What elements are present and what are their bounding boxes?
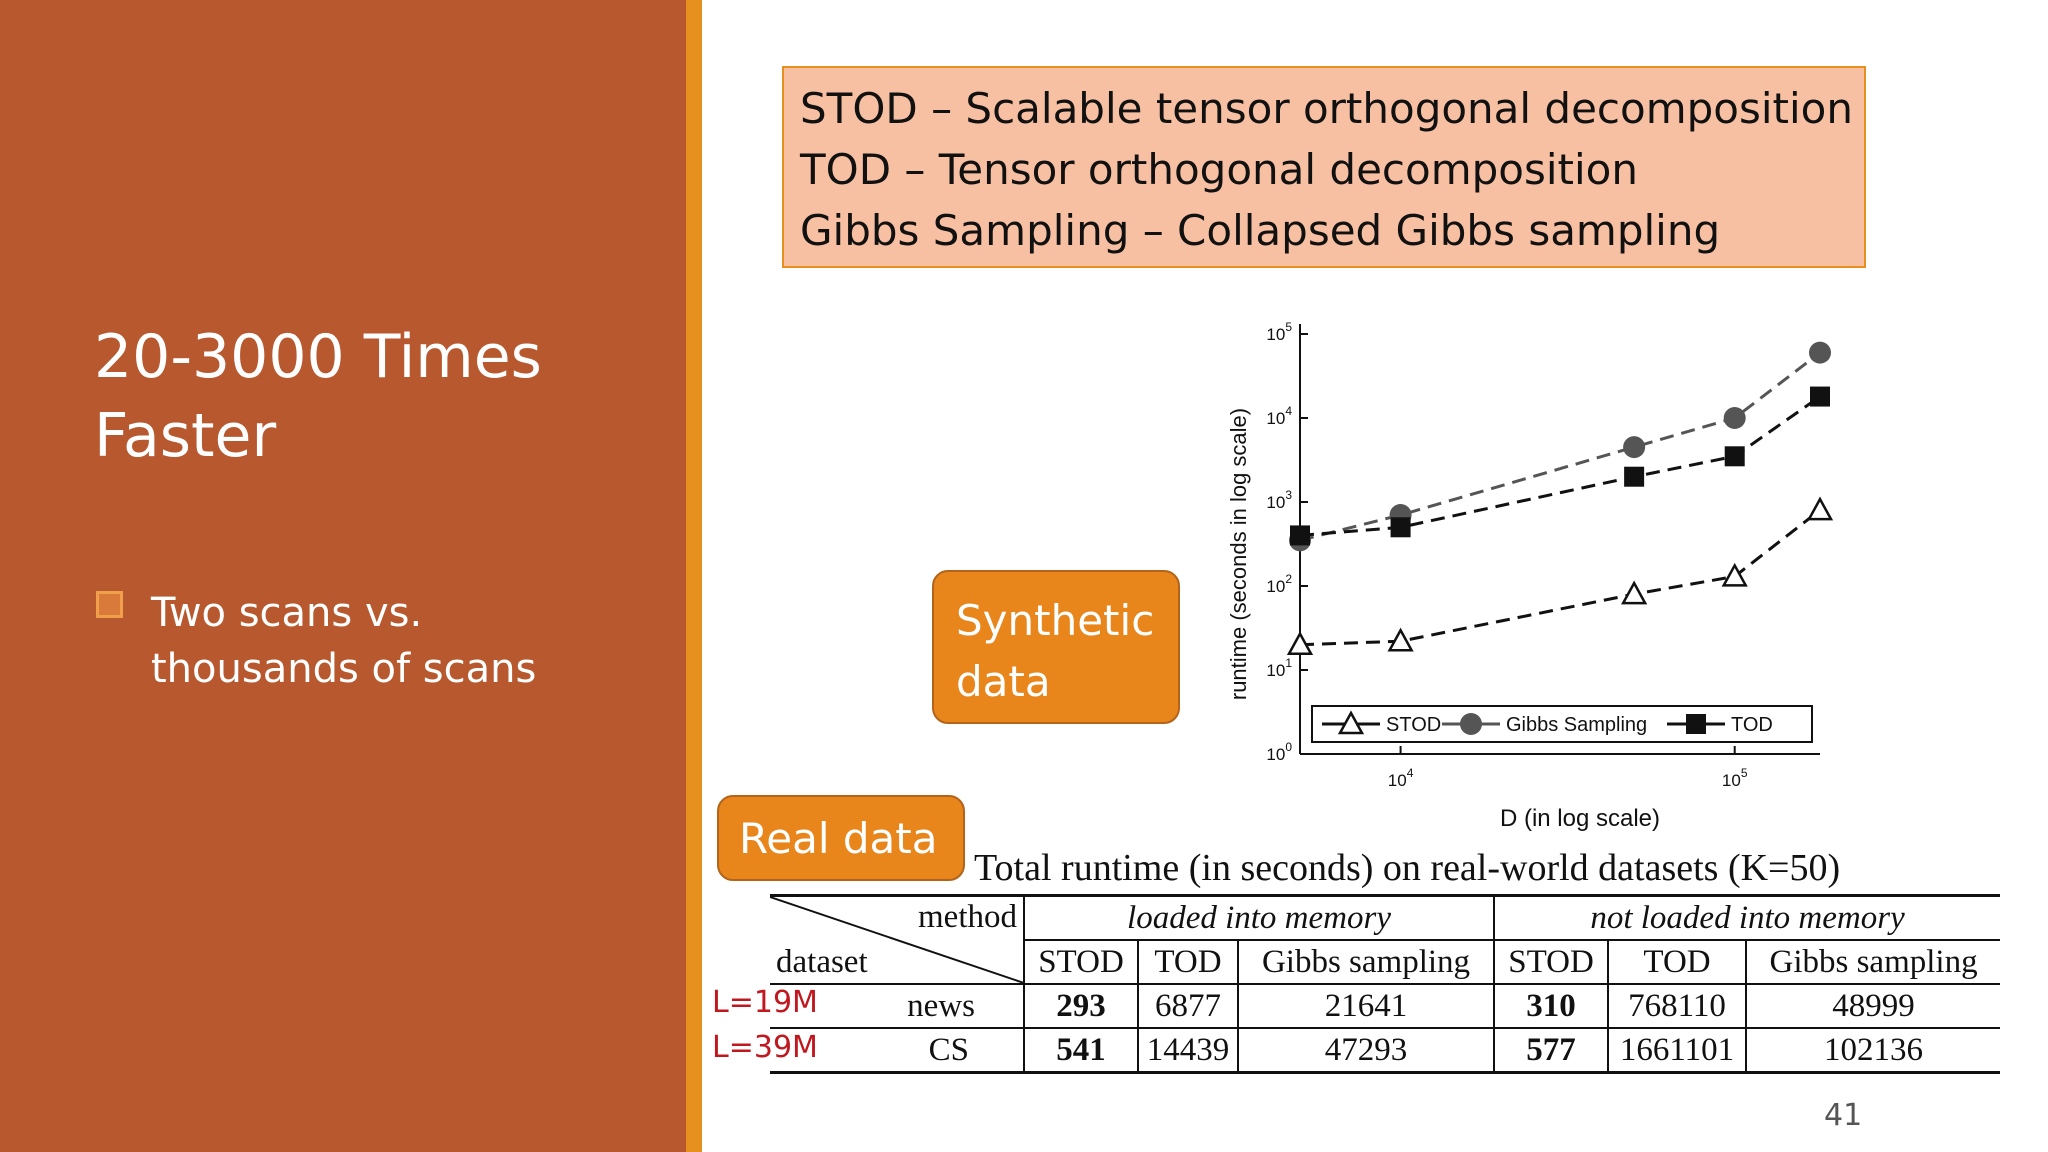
- value-cell: 6877: [1137, 984, 1238, 1028]
- table-corner-cell: method dataset: [770, 894, 1024, 985]
- slide-title: 20-3000 Times Faster: [94, 318, 654, 476]
- definitions-box: STOD – Scalable tensor orthogonal decomp…: [782, 66, 1866, 268]
- legend-box: [1311, 705, 1813, 743]
- data-point-gibbs-sampling: [1809, 341, 1831, 364]
- left-panel: [0, 0, 686, 1152]
- table-row: CS 541 14439 47293 577 1661101 102136: [770, 1028, 2001, 1074]
- value-cell: 310: [1493, 984, 1609, 1028]
- corner-dataset-label: dataset: [776, 944, 868, 980]
- synthetic-data-callout: Synthetic data: [932, 570, 1180, 724]
- diagonal-line: [770, 897, 1024, 983]
- definition-tod: TOD – Tensor orthogonal decomposition: [800, 145, 1638, 194]
- data-point-stod: [1806, 496, 1834, 521]
- legend-label: Gibbs Sampling: [1506, 714, 1647, 736]
- x-tick-label: 105: [1722, 766, 1748, 790]
- y-tick-label: 104: [1266, 404, 1292, 428]
- value-cell: 577: [1493, 1028, 1609, 1074]
- table-header-columns: STOD TOD Gibbs sampling STOD TOD Gibbs s…: [770, 940, 2001, 985]
- x-tick-label: 104: [1388, 766, 1414, 790]
- table-row: news 293 6877 21641 310 768110 48999: [770, 984, 2001, 1028]
- side-label-cs: L=39M: [712, 1030, 818, 1065]
- col-header: STOD: [1023, 940, 1138, 985]
- legend-label: STOD: [1386, 714, 1441, 736]
- synthetic-callout-line2: data: [956, 657, 1051, 706]
- dataset-cell: CS: [770, 1028, 1024, 1074]
- side-label-news: L=19M: [712, 985, 818, 1020]
- data-point-stod: [1621, 580, 1648, 605]
- real-data-callout: Real data: [717, 795, 965, 881]
- legend-marker: [1337, 710, 1365, 735]
- group-not-loaded-header: not loaded into memory: [1493, 894, 2001, 941]
- value-cell: 541: [1023, 1028, 1138, 1074]
- group-loaded-header: loaded into memory: [1022, 894, 1495, 941]
- results-table: method dataset loaded into memory not lo…: [770, 894, 2001, 1074]
- data-point-stod: [1286, 631, 1314, 655]
- bullet-line1: Two scans vs.: [151, 590, 423, 636]
- col-header: Gibbs sampling: [1745, 940, 2001, 985]
- data-point-stod: [1721, 562, 1748, 587]
- table-caption: Total runtime (in seconds) on real-world…: [974, 847, 1841, 889]
- slide-title-line2: Faster: [94, 401, 277, 471]
- data-point-tod: [1290, 525, 1310, 546]
- y-axis-label: runtime (seconds in log scale): [1226, 408, 1251, 700]
- page-number: 41: [1824, 1098, 1863, 1133]
- data-point-tod: [1390, 517, 1411, 538]
- value-cell: 21641: [1236, 984, 1495, 1028]
- value-cell: 102136: [1745, 1028, 2001, 1074]
- definition-stod: STOD – Scalable tensor orthogonal decomp…: [800, 84, 1853, 133]
- accent-stripe: [686, 0, 702, 1152]
- legend-label: TOD: [1731, 714, 1773, 736]
- value-cell: 48999: [1745, 984, 2001, 1028]
- runtime-chart: 100 101 102 103 104 105 104 105 D (in log scale)…: [1226, 320, 1834, 832]
- data-point-gibbs-sampling: [1723, 407, 1746, 429]
- square-bullet-icon: [96, 591, 123, 618]
- table-header-groups: method dataset loaded into memory not lo…: [770, 894, 2001, 985]
- corner-method-label: method: [918, 899, 1017, 935]
- value-cell: 47293: [1236, 1028, 1495, 1074]
- slide-title-line1: 20-3000 Times: [94, 322, 542, 392]
- y-tick-label: 102: [1266, 572, 1292, 596]
- x-axis-label: D (in log scale): [1500, 805, 1660, 832]
- y-tick-label: 101: [1266, 656, 1292, 680]
- value-cell: 14439: [1137, 1028, 1238, 1074]
- bullet-line2: thousands of scans: [151, 646, 537, 692]
- series-line-gibbs-sampling: [1299, 351, 1821, 542]
- legend-marker: [1686, 714, 1706, 734]
- dataset-cell: news: [907, 987, 975, 1024]
- data-point-tod: [1810, 386, 1830, 407]
- synthetic-callout-line1: Synthetic: [956, 596, 1155, 645]
- legend-marker: [1460, 713, 1482, 735]
- data-point-stod: [1387, 627, 1414, 652]
- col-header: TOD: [1607, 940, 1747, 985]
- value-cell: 1661101: [1607, 1028, 1747, 1074]
- data-point-tod: [1724, 446, 1745, 467]
- bullet-text: Two scans vs. thousands of scans: [151, 585, 661, 697]
- y-tick-label: 100: [1266, 740, 1292, 764]
- data-point-tod: [1624, 466, 1645, 487]
- y-tick-label: 105: [1266, 320, 1292, 344]
- col-header: TOD: [1137, 940, 1238, 985]
- data-point-gibbs-sampling: [1623, 436, 1646, 459]
- col-header: STOD: [1493, 940, 1609, 985]
- y-tick-label: 103: [1266, 488, 1292, 512]
- value-cell: 768110: [1607, 984, 1747, 1028]
- col-header: Gibbs sampling: [1236, 940, 1495, 985]
- value-cell: 293: [1023, 984, 1138, 1028]
- definition-gibbs: Gibbs Sampling – Collapsed Gibbs samplin…: [800, 206, 1721, 255]
